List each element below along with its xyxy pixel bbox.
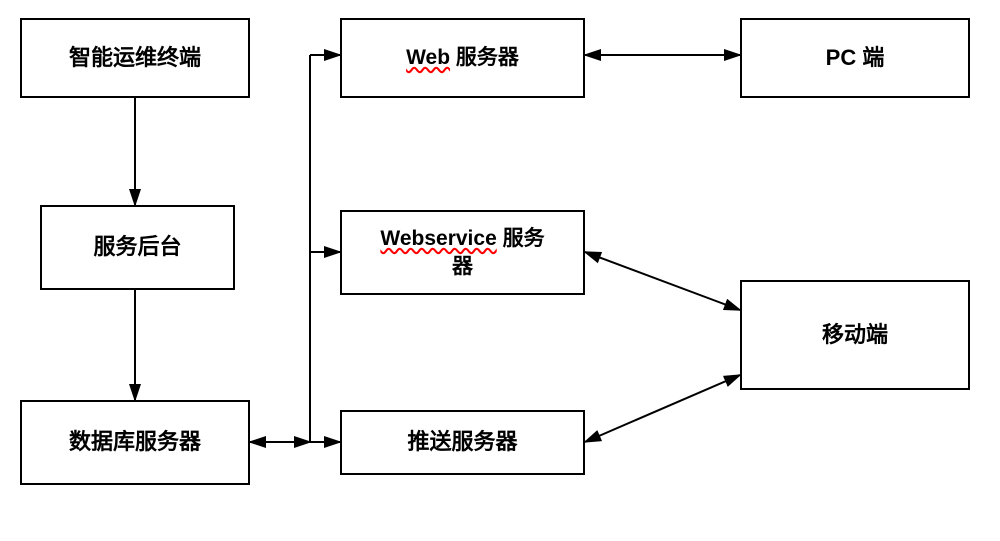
node-push: 推送服务器 — [340, 410, 585, 475]
node-label: Webservice 服务器 — [380, 225, 544, 280]
node-webservice: Webservice 服务器 — [340, 210, 585, 295]
node-label: 智能运维终端 — [69, 44, 201, 73]
node-web: Web 服务器 — [340, 18, 585, 98]
node-backend: 服务后台 — [40, 205, 235, 290]
node-label: 推送服务器 — [407, 428, 517, 457]
edge-webservice-mobile — [585, 252, 740, 310]
node-label: PC 端 — [826, 44, 885, 73]
node-label: Web 服务器 — [406, 44, 519, 71]
node-mobile: 移动端 — [740, 280, 970, 390]
node-label: 移动端 — [822, 321, 888, 350]
edge-push-mobile — [585, 375, 740, 442]
node-pc: PC 端 — [740, 18, 970, 98]
node-terminal: 智能运维终端 — [20, 18, 250, 98]
node-db: 数据库服务器 — [20, 400, 250, 485]
node-label: 服务后台 — [93, 233, 181, 262]
node-label: 数据库服务器 — [69, 428, 201, 457]
